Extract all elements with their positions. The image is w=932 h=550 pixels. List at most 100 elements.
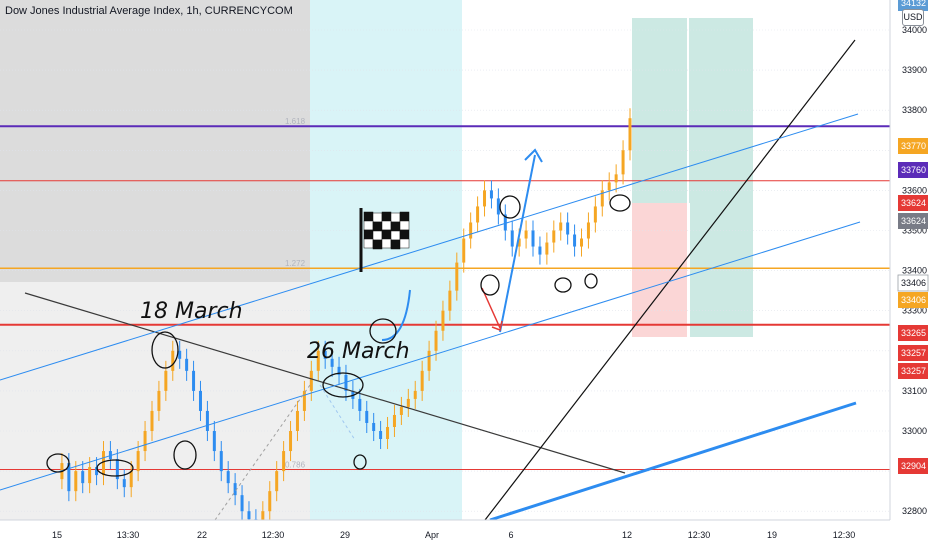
target-zone <box>632 18 753 203</box>
candle-body <box>247 511 251 520</box>
time-tick-label: 15 <box>52 530 62 540</box>
currency-button[interactable]: USD <box>902 9 924 26</box>
hand-circle[interactable] <box>480 274 500 296</box>
channel-bottom-line[interactable] <box>0 221 861 491</box>
price-tick-label: 32800 <box>902 506 927 516</box>
flag-square <box>381 220 392 231</box>
price-label-text: 33760 <box>901 165 926 175</box>
candle-body <box>614 174 618 183</box>
candle-body <box>593 206 597 223</box>
channel-top-line[interactable] <box>0 113 859 381</box>
hand-circle[interactable] <box>353 454 367 470</box>
candle-body <box>517 238 521 247</box>
price-tick-label: 33300 <box>902 306 927 316</box>
arrow-up-path[interactable] <box>499 154 536 333</box>
candle-body <box>226 471 230 484</box>
candle-body <box>178 350 182 359</box>
candle-body <box>81 471 85 484</box>
time-tick-label: 19 <box>767 530 777 540</box>
price-label-text: 34132 <box>901 0 926 8</box>
hand-circle[interactable] <box>554 277 572 293</box>
candle-body <box>212 431 216 452</box>
candle-body <box>621 150 625 175</box>
annotation-18-march: 18 March <box>140 299 243 324</box>
price-tick-label: 33000 <box>902 426 927 436</box>
candle-body <box>101 451 105 476</box>
candle-body <box>372 422 376 431</box>
price-label-text: 33257 <box>901 366 926 376</box>
candle-body <box>379 431 383 440</box>
time-axis[interactable]: 15 13:30 22 12:30 29 Apr 6 12 12:30 19 12:30 <box>0 519 890 550</box>
candle-body <box>205 410 209 431</box>
candle-body <box>469 222 473 239</box>
candle-body <box>510 230 514 247</box>
candle-body <box>566 222 570 235</box>
price-label-text: 32904 <box>901 461 926 471</box>
red-arrow-head[interactable] <box>491 320 503 332</box>
price-axis[interactable]: 3280032900330003310033200333003340033500… <box>889 0 932 550</box>
flag-square <box>372 230 383 241</box>
candle-body <box>143 431 147 452</box>
arrow-curve-path[interactable] <box>381 289 411 341</box>
candle-body <box>559 222 563 231</box>
flag-square <box>399 229 410 240</box>
hand-circle[interactable] <box>499 195 521 219</box>
flag-square <box>363 211 374 222</box>
candle-body <box>580 238 584 247</box>
candle-body <box>406 398 410 407</box>
hand-circle[interactable] <box>584 273 598 289</box>
candle-body <box>88 467 92 484</box>
red-arrow-path[interactable] <box>481 287 501 329</box>
hand-circle[interactable] <box>609 194 631 212</box>
grey-zone-lower <box>0 282 310 520</box>
candle-body <box>600 190 604 207</box>
candle-body <box>545 242 549 255</box>
flag-square <box>399 238 410 249</box>
price-label-tag <box>897 274 929 292</box>
grey-zone <box>0 0 310 282</box>
fib-label: 1.618 <box>285 117 306 126</box>
price-label-tag <box>898 325 928 341</box>
hand-circle[interactable] <box>173 440 197 470</box>
drawings-layer[interactable]: 18 March 26 March <box>0 39 861 522</box>
price-tick-label: 33100 <box>902 386 927 396</box>
price-tick-label: 33800 <box>902 105 927 115</box>
hand-circle[interactable] <box>151 331 179 369</box>
hand-circle[interactable] <box>46 453 70 473</box>
price-label-tag <box>898 345 928 361</box>
thick-support-line[interactable] <box>489 401 857 522</box>
flag-square <box>363 238 374 249</box>
hand-circle[interactable] <box>96 459 134 477</box>
price-label-tag <box>898 363 928 379</box>
candle-body <box>136 451 140 472</box>
candle-body <box>122 479 126 488</box>
levels-layer: 1.618 1.272 0.786 <box>0 117 890 470</box>
candle-body <box>358 398 362 411</box>
candle-body <box>386 426 390 440</box>
candle-body <box>268 491 272 512</box>
candle-body <box>337 366 341 375</box>
hand-circle[interactable] <box>369 318 397 344</box>
candle-body <box>607 182 611 191</box>
candle-body <box>282 451 286 472</box>
chart-title: Dow Jones Industrial Average Index, 1h, … <box>5 5 293 17</box>
flag-square <box>390 230 401 241</box>
candle-body <box>503 214 507 231</box>
arrow-up-head[interactable] <box>524 148 543 163</box>
price-label-text: 33624 <box>901 216 926 226</box>
candle-body <box>115 459 119 480</box>
price-label-tag <box>898 0 928 11</box>
hand-circle[interactable] <box>322 372 364 398</box>
price-tick-label: 33500 <box>902 226 927 236</box>
black-trend-line[interactable] <box>484 39 856 521</box>
candle-body <box>219 451 223 472</box>
fib-label: 0.786 <box>285 460 306 469</box>
downtrend-line[interactable] <box>24 292 626 474</box>
price-label-text: 33257 <box>901 348 926 358</box>
dashed-projection-2[interactable] <box>319 384 356 441</box>
time-tick-label: 13:30 <box>117 530 140 540</box>
flag-square <box>363 220 374 231</box>
candle-body <box>129 471 133 488</box>
